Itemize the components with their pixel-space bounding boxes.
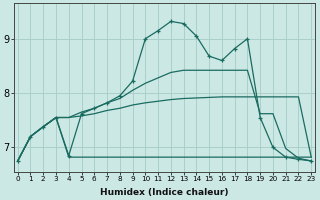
X-axis label: Humidex (Indice chaleur): Humidex (Indice chaleur) — [100, 188, 229, 197]
